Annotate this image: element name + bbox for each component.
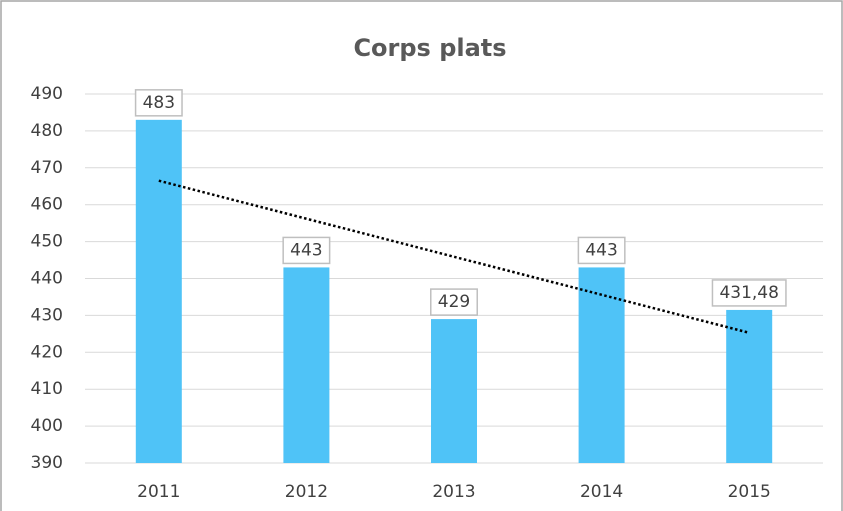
data-label: 483: [143, 93, 175, 113]
y-tick-label: 390: [31, 453, 63, 473]
bar: [135, 119, 182, 463]
chart-title: Corps plats: [353, 34, 506, 62]
data-label-box: [134, 89, 183, 117]
y-tick-label: 460: [31, 195, 63, 215]
trendline: [158, 179, 750, 334]
x-tick-label: 2012: [285, 482, 328, 502]
y-tick-label: 450: [31, 232, 63, 252]
data-label: 431,48: [719, 283, 778, 303]
y-tick-label: 400: [31, 416, 63, 436]
y-tick-label: 480: [31, 121, 63, 141]
data-label: 429: [438, 292, 470, 312]
data-label-box: [711, 279, 787, 307]
bar: [726, 309, 773, 463]
x-tick-label: 2013: [432, 482, 475, 502]
x-tick-label: 2015: [728, 482, 771, 502]
y-tick-label: 470: [31, 158, 63, 178]
y-tick-label: 410: [31, 379, 63, 399]
data-label-box: [430, 288, 478, 316]
x-tick-label: 2014: [580, 482, 623, 502]
data-label: 443: [585, 240, 617, 260]
data-label: 443: [290, 240, 322, 260]
bar: [578, 267, 625, 463]
y-tick-label: 440: [31, 269, 63, 289]
y-tick-label: 430: [31, 305, 63, 325]
bar: [283, 267, 330, 463]
x-tick-label: 2011: [137, 482, 180, 502]
bar: [431, 319, 477, 463]
y-tick-label: 490: [31, 84, 63, 104]
data-label-box: [282, 236, 331, 265]
y-tick-label: 420: [31, 342, 63, 362]
data-label-box: [577, 236, 626, 265]
